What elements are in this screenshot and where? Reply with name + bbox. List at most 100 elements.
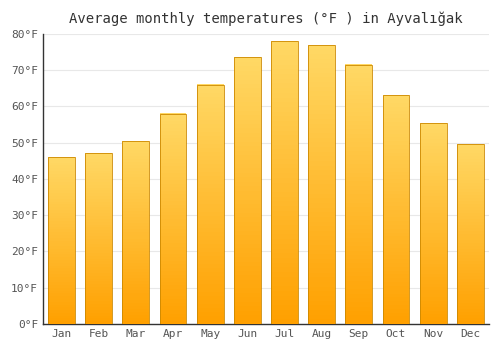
Bar (271, 286, 298, 291)
Bar (271, 88, 298, 93)
Bar (48, 160, 75, 163)
Bar (122, 214, 149, 217)
Bar (457, 207, 483, 210)
Bar (271, 168, 298, 173)
Bar (420, 143, 446, 146)
Bar (271, 296, 298, 300)
Bar (382, 160, 409, 164)
Bar (86, 273, 112, 276)
Bar (86, 236, 112, 239)
Bar (420, 176, 446, 180)
Bar (457, 183, 483, 186)
Bar (457, 300, 483, 303)
Bar (122, 293, 149, 296)
Bar (346, 103, 372, 108)
Bar (308, 208, 335, 212)
Bar (86, 279, 112, 281)
Bar (197, 248, 224, 252)
Bar (122, 177, 149, 181)
Bar (160, 233, 186, 236)
Bar (160, 275, 186, 279)
Bar (308, 259, 335, 264)
Bar (197, 144, 224, 148)
Bar (457, 285, 483, 288)
Bar (271, 102, 298, 107)
Bar (382, 263, 409, 267)
Bar (122, 278, 149, 281)
Bar (382, 99, 409, 103)
Bar (86, 179, 112, 182)
Bar (346, 229, 372, 233)
Bar (160, 141, 186, 145)
Bar (308, 105, 335, 110)
Bar (420, 304, 446, 307)
Bar (420, 287, 446, 290)
Bar (48, 196, 75, 199)
Bar (271, 262, 298, 267)
Bar (382, 236, 409, 240)
Bar (346, 168, 372, 173)
Bar (420, 277, 446, 280)
Bar (197, 308, 224, 312)
Bar (48, 232, 75, 235)
Bar (420, 237, 446, 240)
Bar (346, 220, 372, 225)
Bar (457, 231, 483, 234)
Bar (420, 136, 446, 139)
Bar (48, 260, 75, 263)
Bar (346, 255, 372, 259)
Bar (160, 208, 186, 212)
Bar (346, 302, 372, 307)
Bar (234, 62, 260, 66)
Bar (346, 108, 372, 112)
Bar (308, 194, 335, 198)
Bar (122, 187, 149, 190)
Bar (122, 254, 149, 257)
Bar (346, 99, 372, 104)
Bar (457, 306, 483, 309)
Bar (197, 272, 224, 276)
Bar (234, 173, 260, 177)
Bar (457, 297, 483, 300)
Bar (160, 306, 186, 310)
Bar (160, 170, 186, 173)
Bar (382, 290, 409, 294)
Bar (234, 310, 260, 315)
Bar (382, 313, 409, 316)
Bar (197, 236, 224, 240)
Bar (48, 279, 75, 282)
Bar (86, 173, 112, 176)
Bar (234, 177, 260, 182)
Bar (420, 122, 446, 126)
Bar (197, 192, 224, 196)
Bar (271, 154, 298, 159)
Bar (457, 270, 483, 273)
Bar (86, 196, 112, 199)
Bar (234, 208, 260, 213)
Bar (420, 126, 446, 130)
Bar (346, 112, 372, 117)
Bar (122, 236, 149, 238)
Bar (197, 152, 224, 156)
Bar (160, 138, 186, 142)
Bar (420, 280, 446, 284)
Bar (420, 317, 446, 321)
Bar (271, 272, 298, 277)
Bar (160, 113, 186, 117)
Bar (86, 295, 112, 299)
Bar (160, 317, 186, 321)
Bar (197, 284, 224, 288)
Bar (234, 280, 260, 284)
Bar (308, 231, 335, 236)
Bar (457, 225, 483, 228)
Bar (420, 321, 446, 324)
Bar (346, 315, 372, 320)
Bar (420, 186, 446, 190)
Bar (308, 96, 335, 100)
Bar (234, 102, 260, 106)
Bar (234, 195, 260, 199)
Bar (234, 266, 260, 271)
Bar (382, 107, 409, 111)
Bar (122, 306, 149, 309)
Bar (197, 208, 224, 212)
